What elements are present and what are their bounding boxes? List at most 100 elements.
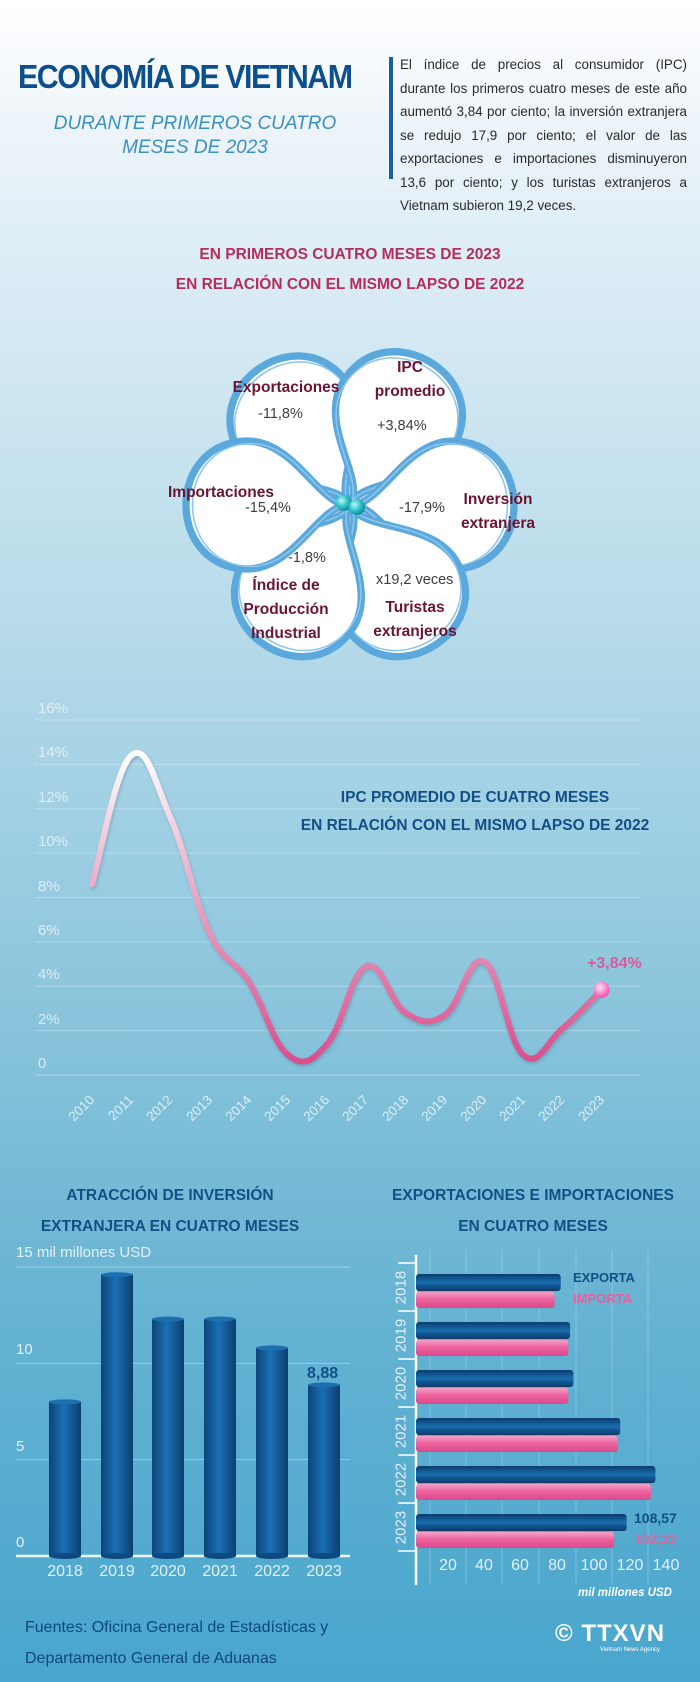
petal-label-indice: Índice de Producción Industrial — [231, 574, 341, 646]
petal-label-line: Turistas — [385, 599, 445, 616]
trade-x-tick: 100 — [580, 1557, 608, 1574]
fdi-bar-base — [101, 1553, 133, 1559]
fdi-y-tick: 0 — [16, 1534, 25, 1551]
ipc-series-line — [89, 750, 605, 1065]
ipc-line-chart — [35, 719, 640, 1076]
trade-y-tick: 2018 — [392, 1270, 410, 1305]
ipc-y-tick: 10% — [38, 833, 69, 851]
fdi-bar-base — [256, 1553, 288, 1559]
subtitle-line-1: DURANTE PRIMEROS CUATRO — [53, 113, 337, 134]
ipc-point-2023 — [593, 981, 610, 998]
fdi-bar-base — [152, 1553, 184, 1559]
fdi-bar-cap — [49, 1399, 81, 1405]
ipc-y-tick: 14% — [38, 744, 69, 762]
fdi-x-tick: 2020 — [150, 1563, 186, 1580]
ipc-y-tick: 16% — [38, 700, 69, 717]
export-bar-2021 — [416, 1418, 621, 1435]
petal-label-line: Inversión — [463, 491, 533, 508]
fdi-x-tick: 2019 — [99, 1563, 135, 1580]
fdi-bar-cap — [152, 1316, 184, 1322]
ipc-y-tick: 0 — [38, 1055, 47, 1072]
fdi-bar-base — [49, 1553, 81, 1559]
fdi-x-tick: 2022 — [254, 1563, 290, 1580]
trade-x-tick: 120 — [616, 1557, 644, 1574]
ipc-chart-title: IPC PROMEDIO DE CUATRO MESES EN RELACIÓN… — [280, 784, 670, 840]
petal-value-inversion: -17,9% — [399, 500, 445, 516]
export-bar-2022 — [416, 1466, 656, 1483]
petal-label-inversion: Inversión extranjera — [448, 488, 548, 536]
export-2023-label: 108,57 — [634, 1510, 677, 1526]
fdi-y-tick: 5 — [16, 1437, 25, 1455]
ipc-2023-label: +3,84% — [587, 955, 642, 972]
intro-text: El índice de precios al consumidor (IPC)… — [400, 57, 687, 213]
petal-value-indice: -1,8% — [288, 550, 326, 566]
trade-title-line-2: EN CUATRO MESES — [458, 1218, 608, 1235]
trade-y-tick: 2020 — [392, 1366, 410, 1401]
export-bar-2023 — [416, 1514, 627, 1531]
sources: Fuentes: Oficina General de Estadísticas… — [25, 1612, 405, 1674]
ttxvn-logo-subtitle: Vietnam News Agency — [600, 1647, 660, 1653]
flower-diagram — [182, 348, 518, 661]
ipc-title-line-2: EN RELACIÓN CON EL MISMO LAPSO DE 2022 — [300, 817, 650, 834]
trade-x-tick: 60 — [511, 1557, 529, 1574]
fdi-bar-base — [204, 1553, 236, 1559]
petal-label-turistas: Turistas extranjeros — [360, 596, 470, 644]
flower-center-bead — [349, 499, 365, 515]
fdi-bar-2019 — [101, 1274, 133, 1556]
flower-center-bead — [336, 495, 352, 511]
petal-value-importaciones: -15,4% — [245, 500, 291, 516]
ttxvn-logo: © TTXVN — [555, 1620, 666, 1647]
import-bar-2021 — [416, 1436, 618, 1452]
legend-exporta: EXPORTA — [573, 1270, 635, 1285]
export-bar-2018 — [416, 1274, 561, 1291]
petal-label-importaciones: Importaciones — [168, 484, 274, 501]
legend-importa: IMPORTA — [573, 1291, 632, 1306]
trade-chart-title: EXPORTACIONES E IMPORTACIONES EN CUATRO … — [372, 1180, 694, 1242]
petal-label-line: extranjeros — [373, 623, 457, 640]
petal-label-line: promedio — [374, 383, 446, 400]
trade-x-tick: 20 — [439, 1557, 457, 1574]
export-bar-2020 — [416, 1370, 574, 1387]
ipc-y-tick: 4% — [38, 966, 60, 984]
petal-label-line: Industrial — [251, 625, 321, 642]
trade-x-tick: 40 — [475, 1557, 493, 1574]
fdi-bar-2018 — [49, 1401, 81, 1556]
fdi-bar-2020 — [152, 1319, 184, 1556]
fdi-bar-cap — [204, 1316, 236, 1322]
fdi-title-line-1: ATRACCIÓN DE INVERSIÓN — [66, 1187, 274, 1204]
flower-title: EN PRIMEROS CUATRO MESES DE 2023 EN RELA… — [100, 240, 600, 300]
import-2023-label: 102,22 — [634, 1531, 677, 1547]
trade-y-tick: 2023 — [392, 1510, 410, 1545]
fdi-bar-chart — [16, 1266, 350, 1559]
fdi-bar-cap — [256, 1345, 288, 1351]
subtitle-line-2: MESES DE 2023 — [122, 137, 268, 158]
fdi-unit-label: 15 mil millones USD — [16, 1244, 152, 1261]
fdi-x-tick: 2021 — [202, 1563, 238, 1580]
ipc-y-tick: 2% — [38, 1010, 60, 1028]
fdi-y-tick: 10 — [16, 1341, 33, 1359]
import-bar-2023 — [416, 1532, 615, 1548]
trade-y-tick: 2019 — [392, 1318, 410, 1353]
trade-bar-chart — [398, 1250, 656, 1585]
trade-y-tick: 2021 — [392, 1414, 410, 1449]
flower-title-line-1: EN PRIMEROS CUATRO MESES DE 2023 — [199, 246, 501, 263]
fdi-x-tick: 2023 — [306, 1563, 342, 1580]
page-title: ECONOMÍA DE VIETNAM — [18, 58, 353, 95]
page-subtitle: DURANTE PRIMEROS CUATRO MESES DE 2023 — [20, 112, 370, 160]
flower-title-line-2: EN RELACIÓN CON EL MISMO LAPSO DE 2022 — [175, 276, 525, 293]
fdi-title-line-2: EXTRANJERA EN CUATRO MESES — [40, 1218, 300, 1235]
petal-value-turistas: x19,2 veces — [376, 572, 454, 588]
fdi-bar-2021 — [204, 1319, 236, 1556]
export-bar-2019 — [416, 1322, 571, 1339]
fdi-chart-title: ATRACCIÓN DE INVERSIÓN EXTRANJERA EN CUA… — [20, 1180, 320, 1242]
import-bar-2019 — [416, 1340, 569, 1356]
fdi-bar-cap — [101, 1272, 133, 1278]
fdi-x-tick: 2018 — [47, 1563, 83, 1580]
petal-importaciones — [182, 437, 347, 573]
fdi-bar-2022 — [256, 1347, 288, 1556]
fdi-bar-cap — [308, 1382, 340, 1388]
petal-label-line: IPC — [397, 359, 423, 376]
source-line-1: Fuentes: Oficina General de Estadísticas… — [25, 1619, 329, 1636]
ipc-title-line-1: IPC PROMEDIO DE CUATRO MESES — [340, 789, 610, 806]
trade-title-line-1: EXPORTACIONES E IMPORTACIONES — [392, 1187, 674, 1204]
